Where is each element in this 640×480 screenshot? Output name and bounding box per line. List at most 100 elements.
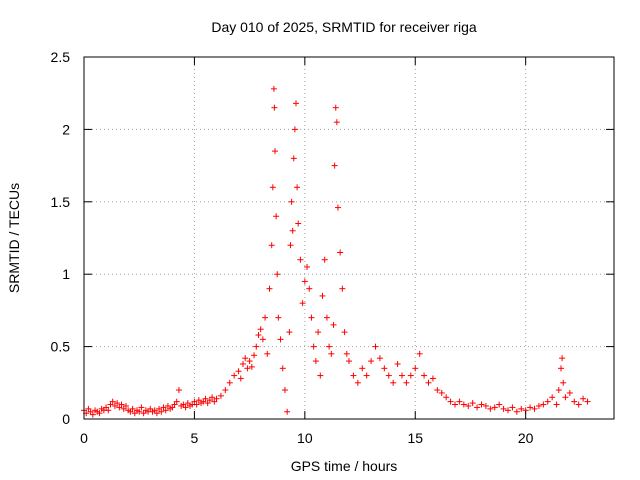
x-tick-label: 5 — [191, 430, 199, 446]
data-point — [162, 407, 169, 414]
data-point — [270, 85, 277, 92]
data-point — [372, 343, 379, 350]
data-point — [531, 405, 538, 412]
data-point — [288, 198, 295, 205]
data-point — [330, 321, 337, 328]
data-point — [264, 350, 271, 357]
y-tick-label: 1.5 — [51, 194, 71, 210]
data-point — [478, 401, 485, 408]
data-point — [235, 368, 242, 375]
data-point — [465, 402, 472, 409]
data-point — [290, 155, 297, 162]
data-point — [575, 401, 582, 408]
data-point — [271, 104, 278, 111]
data-point — [434, 387, 441, 394]
data-point — [385, 372, 392, 379]
data-point — [289, 227, 296, 234]
data-point — [376, 355, 383, 362]
data-point — [279, 365, 286, 372]
data-point — [297, 256, 304, 263]
x-tick-label: 0 — [80, 430, 88, 446]
data-point — [275, 314, 282, 321]
data-point — [456, 398, 463, 405]
data-point — [293, 100, 299, 107]
data-point — [193, 401, 200, 408]
data-point — [122, 402, 129, 409]
data-point — [138, 404, 145, 411]
data-point — [202, 395, 209, 402]
data-point — [262, 314, 269, 321]
data-point — [354, 379, 361, 386]
data-point — [527, 404, 534, 411]
y-tick-label: 2.5 — [51, 49, 71, 65]
data-point — [553, 401, 560, 408]
data-point — [118, 401, 125, 408]
data-point — [496, 401, 503, 408]
data-point — [421, 372, 428, 379]
chart-title: Day 010 of 2025, SRMTID for receiver rig… — [211, 19, 477, 35]
data-point — [287, 242, 294, 249]
y-tick-label: 2 — [62, 121, 70, 137]
data-point — [105, 407, 112, 414]
data-point — [558, 365, 564, 372]
data-point — [226, 379, 233, 386]
data-point — [248, 363, 255, 370]
x-tick-label: 20 — [518, 430, 534, 446]
data-point — [399, 372, 405, 379]
data-point — [295, 220, 302, 227]
data-point — [284, 408, 291, 415]
data-point — [562, 394, 569, 401]
data-point — [272, 148, 279, 155]
x-axis-label: GPS time / hours — [291, 458, 398, 474]
data-point — [429, 375, 436, 382]
data-point — [89, 411, 96, 418]
data-point — [301, 278, 308, 285]
x-tick-label: 15 — [407, 430, 423, 446]
data-point — [231, 372, 238, 379]
data-point — [315, 329, 322, 336]
data-point — [407, 372, 414, 379]
data-point — [321, 256, 328, 263]
data-point — [217, 392, 224, 399]
data-point — [482, 402, 489, 409]
data-point — [273, 213, 280, 220]
data-point — [544, 398, 551, 405]
data-point — [540, 401, 547, 408]
data-point — [469, 400, 476, 407]
data-point — [560, 379, 567, 386]
data-point — [491, 404, 498, 411]
data-point — [257, 326, 264, 333]
data-point — [158, 408, 165, 415]
axis-tick-labels: 0 5 10 15 20 0 0.5 1 1.5 2 2.5 — [51, 49, 534, 446]
data-point — [337, 249, 344, 256]
data-point — [317, 372, 324, 379]
data-point — [509, 404, 516, 411]
data-point — [277, 336, 284, 343]
data-point — [343, 350, 350, 357]
data-point — [274, 271, 281, 278]
data-point — [390, 379, 397, 386]
data-point — [350, 372, 357, 379]
data-point — [555, 387, 562, 394]
data-point — [222, 387, 229, 394]
data-point — [580, 395, 587, 402]
y-tick-label: 1 — [62, 266, 70, 282]
grid-lines — [83, 56, 614, 420]
data-point — [447, 398, 454, 405]
data-point — [244, 365, 251, 372]
data-point — [584, 398, 591, 405]
data-point — [268, 242, 275, 249]
data-point — [500, 405, 507, 412]
data-point — [452, 401, 458, 408]
data-point — [175, 387, 182, 394]
data-point — [381, 365, 388, 372]
data-point — [182, 404, 189, 411]
data-point — [312, 358, 319, 365]
data-point — [304, 263, 311, 270]
data-point — [359, 365, 366, 372]
data-point — [505, 407, 511, 414]
data-point — [96, 410, 103, 417]
data-point — [487, 405, 494, 412]
data-point — [213, 395, 220, 402]
data-point — [403, 379, 410, 386]
